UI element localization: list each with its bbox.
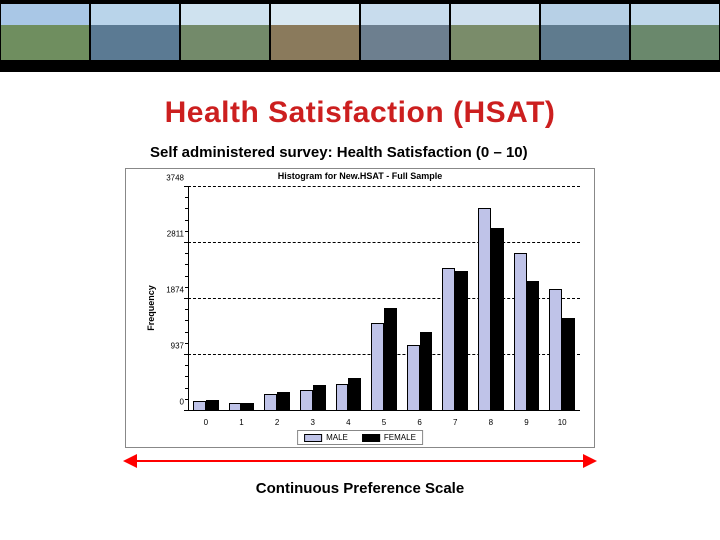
photo-banner — [0, 0, 720, 72]
arrow-head-left — [123, 454, 137, 468]
ytick-minor — [185, 399, 188, 400]
subtitle-wrap: Self administered survey: Health Satisfa… — [0, 144, 720, 162]
bar — [527, 281, 540, 411]
xtick-label: 8 — [489, 418, 493, 427]
ytick-minor — [185, 264, 188, 265]
xtick-label: 10 — [558, 418, 567, 427]
ytick-minor — [185, 376, 188, 377]
ytick-minor — [185, 231, 188, 232]
chart-legend: MALE FEMALE — [297, 430, 423, 445]
ytick-mark — [184, 410, 188, 411]
chart-title: Histogram for New.HSAT - Full Sample — [126, 171, 594, 181]
bar — [277, 392, 290, 411]
bar — [241, 403, 254, 411]
ytick-label: 1874 — [146, 286, 184, 295]
gridline — [188, 186, 580, 187]
bar — [442, 268, 455, 411]
bar — [407, 345, 420, 411]
legend-label-male: MALE — [326, 433, 348, 442]
ytick-minor — [185, 197, 188, 198]
arrow-head-right — [583, 454, 597, 468]
ytick-minor — [185, 208, 188, 209]
ytick-minor — [185, 287, 188, 288]
xtick-label: 9 — [524, 418, 528, 427]
chart-plot-area: 0937187428113748012345678910 — [188, 187, 580, 411]
banner-tile — [271, 4, 359, 60]
gridline — [188, 242, 580, 243]
bar — [514, 253, 527, 411]
xtick-label: 7 — [453, 418, 457, 427]
xtick-label: 2 — [275, 418, 279, 427]
xtick-label: 4 — [346, 418, 350, 427]
ytick-label: 0 — [146, 398, 184, 407]
bar — [300, 390, 313, 412]
histogram-chart: Histogram for New.HSAT - Full Sample Fre… — [125, 168, 595, 448]
legend-swatch-male — [304, 434, 322, 442]
footer-caption: Continuous Preference Scale — [0, 480, 720, 497]
ytick-minor — [185, 220, 188, 221]
ytick-minor — [185, 320, 188, 321]
legend-swatch-female — [362, 434, 380, 442]
banner-tile — [451, 4, 539, 60]
title-wrap: Health Satisfaction (HSAT) — [0, 96, 720, 130]
bar — [455, 271, 468, 411]
legend-item-female: FEMALE — [362, 433, 416, 442]
ytick-minor — [185, 388, 188, 389]
ytick-minor — [185, 276, 188, 277]
xtick-label: 1 — [239, 418, 243, 427]
bar — [562, 318, 575, 411]
ytick-minor — [185, 309, 188, 310]
ytick-minor — [185, 253, 188, 254]
xtick-label: 0 — [204, 418, 208, 427]
ytick-label: 2811 — [146, 230, 184, 239]
banner-tile — [91, 4, 179, 60]
banner-tile — [541, 4, 629, 60]
banner-tile — [1, 4, 89, 60]
ytick-mark — [184, 242, 188, 243]
bar — [313, 385, 326, 411]
ytick-label: 3748 — [146, 174, 184, 183]
bar — [229, 403, 242, 411]
ytick-minor — [185, 332, 188, 333]
y-axis — [188, 187, 189, 411]
ytick-minor — [185, 365, 188, 366]
bar — [348, 378, 361, 411]
ytick-label: 937 — [146, 342, 184, 351]
bar — [384, 308, 397, 411]
bar — [371, 323, 384, 411]
photo-banner-strip — [0, 4, 720, 60]
banner-tile — [631, 4, 719, 60]
bar — [193, 401, 206, 411]
ytick-mark — [184, 186, 188, 187]
bar — [478, 208, 491, 411]
page-title: Health Satisfaction (HSAT) — [165, 96, 556, 129]
bar — [336, 384, 349, 411]
ytick-mark — [184, 354, 188, 355]
bar — [264, 394, 277, 411]
banner-tile — [361, 4, 449, 60]
legend-item-male: MALE — [304, 433, 348, 442]
scale-arrow — [125, 452, 595, 470]
banner-tile — [181, 4, 269, 60]
xtick-label: 3 — [310, 418, 314, 427]
bar — [549, 289, 562, 411]
xtick-label: 6 — [417, 418, 421, 427]
bar — [491, 228, 504, 411]
legend-label-female: FEMALE — [384, 433, 416, 442]
bar — [420, 332, 433, 411]
subtitle: Self administered survey: Health Satisfa… — [150, 144, 528, 161]
ytick-minor — [185, 343, 188, 344]
arrow-line — [131, 460, 589, 462]
bar — [206, 400, 219, 411]
xtick-label: 5 — [382, 418, 386, 427]
ytick-mark — [184, 298, 188, 299]
